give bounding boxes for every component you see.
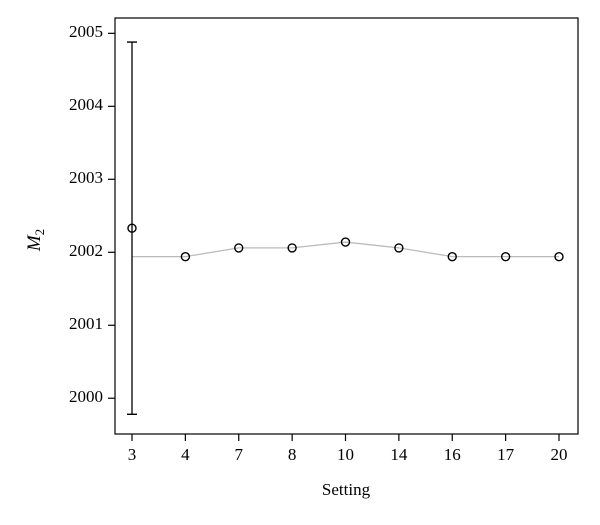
x-axis-label: Setting <box>322 480 371 499</box>
y-tick-label: 2000 <box>69 387 103 406</box>
point <box>287 243 297 253</box>
point <box>127 223 137 233</box>
point <box>394 243 404 253</box>
y-tick-label: 2003 <box>69 168 103 187</box>
point <box>554 251 564 262</box>
x-tick-label: 16 <box>444 445 461 464</box>
x-tick-label: 14 <box>390 445 408 464</box>
point <box>340 237 351 247</box>
x-tick-label: 10 <box>337 445 354 464</box>
y-tick-label: 2004 <box>69 95 104 114</box>
x-tick-label: 8 <box>288 445 297 464</box>
y-tick-label: 2002 <box>69 241 103 260</box>
x-tick-label: 20 <box>551 445 568 464</box>
y-axis-label: M2 <box>24 229 47 252</box>
y-label-subscript: 2 <box>32 229 47 236</box>
point <box>234 243 244 253</box>
x-tick-label: 7 <box>235 445 244 464</box>
series-line <box>132 241 559 258</box>
point <box>447 251 457 262</box>
y-tick-label: 2001 <box>69 314 103 333</box>
x-tick-label: 3 <box>128 445 137 464</box>
plot-frame <box>114 17 579 435</box>
point <box>500 251 511 262</box>
error-bar <box>127 41 137 415</box>
point <box>180 251 191 262</box>
y-label-main: M <box>24 234 45 252</box>
x-tick-label: 17 <box>497 445 515 464</box>
y-tick-label: 2005 <box>69 22 103 41</box>
x-tick-label: 4 <box>181 445 190 464</box>
